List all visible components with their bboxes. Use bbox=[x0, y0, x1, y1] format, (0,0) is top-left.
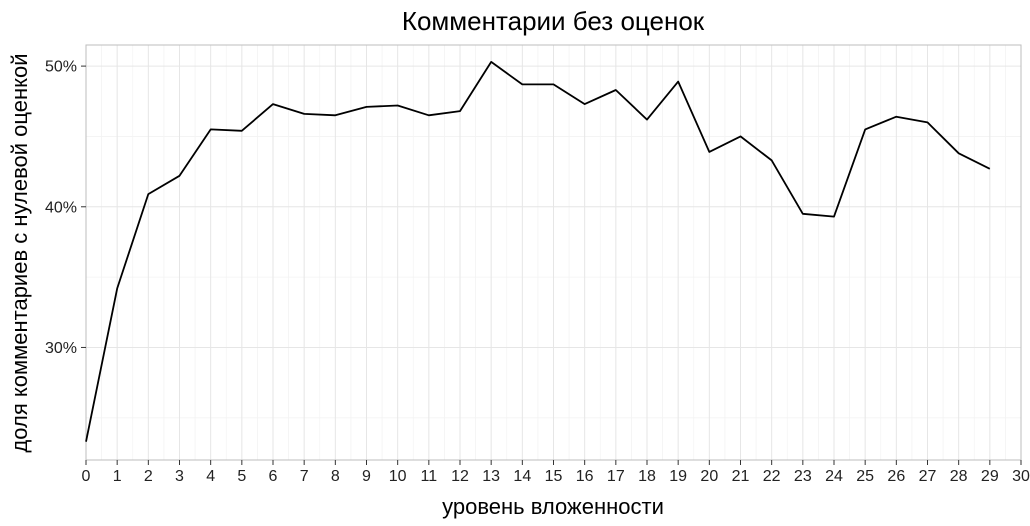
x-tick-label: 10 bbox=[389, 468, 407, 485]
x-tick-label: 12 bbox=[451, 468, 469, 485]
x-tick-label: 2 bbox=[144, 468, 153, 485]
x-tick-label: 6 bbox=[269, 468, 278, 485]
x-tick-label: 5 bbox=[237, 468, 246, 485]
x-tick-label: 30 bbox=[1012, 468, 1030, 485]
x-tick-label: 3 bbox=[175, 468, 184, 485]
x-tick-label: 15 bbox=[545, 468, 563, 485]
x-tick-label: 27 bbox=[919, 468, 937, 485]
x-tick-label: 14 bbox=[513, 468, 531, 485]
x-tick-label: 11 bbox=[421, 468, 438, 485]
x-tick-label: 24 bbox=[825, 468, 843, 485]
grid bbox=[85, 45, 1022, 460]
x-tick-label: 21 bbox=[732, 468, 750, 485]
y-tick-label: 40% bbox=[45, 199, 77, 216]
x-tick-label: 4 bbox=[206, 468, 215, 485]
chart-title: Комментарии без оценок bbox=[402, 6, 705, 36]
x-tick-label: 0 bbox=[82, 468, 91, 485]
y-tick-label: 30% bbox=[45, 340, 77, 357]
x-tick-label: 8 bbox=[331, 468, 340, 485]
x-axis: 0 1 2 3 4 5 6 7 8 9 10 11 12 13 14 15 16 17 18 19 20 21 22 23 24… bbox=[82, 460, 1030, 485]
x-tick-label: 17 bbox=[607, 468, 625, 485]
x-tick-label: 26 bbox=[887, 468, 905, 485]
x-tick-label: 20 bbox=[700, 468, 718, 485]
x-tick-label: 23 bbox=[794, 468, 812, 485]
x-tick-label: 16 bbox=[576, 468, 594, 485]
x-tick-label: 19 bbox=[669, 468, 687, 485]
x-tick-label: 1 bbox=[113, 468, 122, 485]
x-tick-label: 29 bbox=[981, 468, 999, 485]
x-tick-label: 13 bbox=[482, 468, 500, 485]
series-line bbox=[85, 61, 991, 442]
x-tick-label: 18 bbox=[638, 468, 656, 485]
x-tick-label: 25 bbox=[856, 468, 874, 485]
x-axis-title: уровень вложенности bbox=[442, 494, 664, 519]
x-tick-label: 28 bbox=[950, 468, 968, 485]
x-tick-label: 7 bbox=[300, 468, 309, 485]
y-axis: 30% 40% 50% bbox=[45, 59, 86, 357]
y-tick-label: 50% bbox=[45, 59, 77, 76]
y-axis-title: доля комментариев с нулевой оценкой bbox=[7, 53, 32, 452]
x-tick-label: 22 bbox=[763, 468, 781, 485]
x-tick-label: 9 bbox=[362, 468, 371, 485]
